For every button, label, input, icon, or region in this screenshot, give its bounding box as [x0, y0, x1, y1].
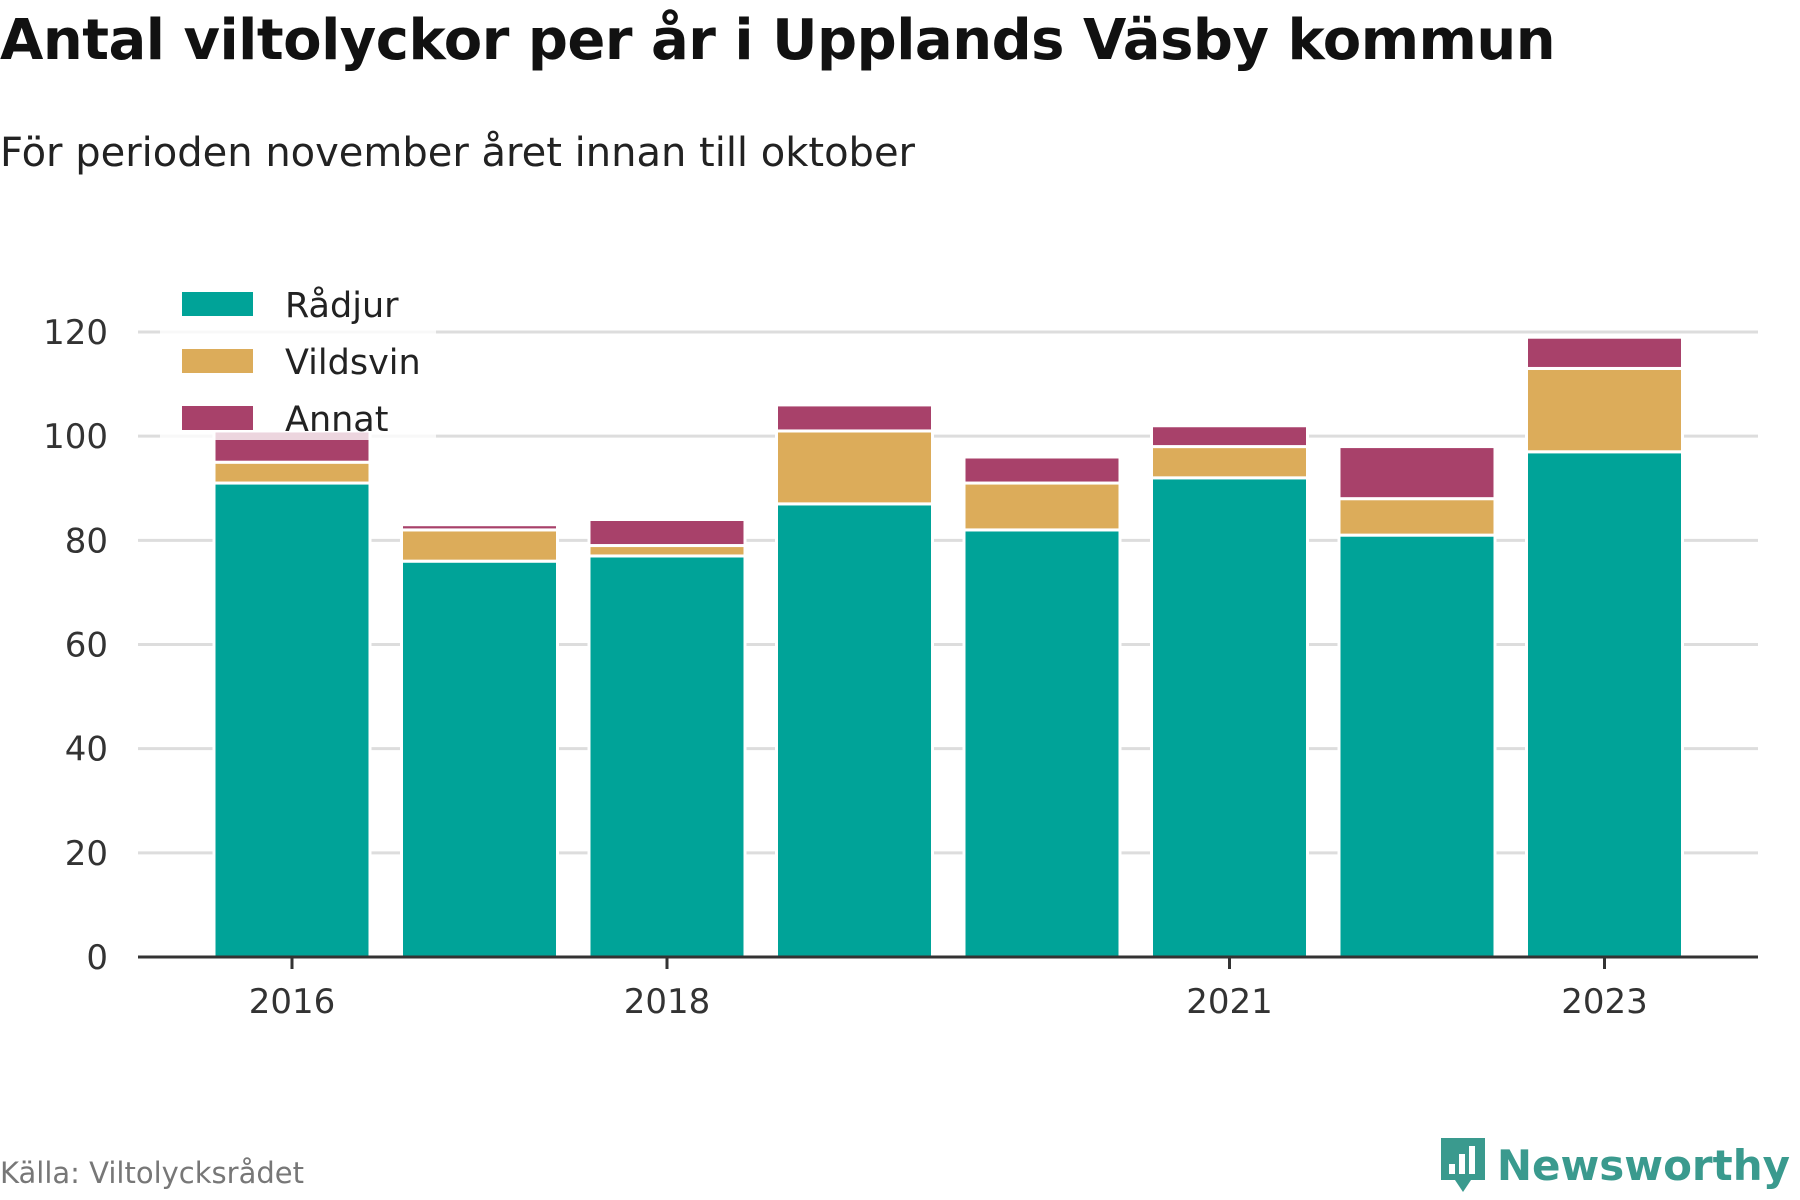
bar-segment-rådjur: [587, 554, 747, 959]
legend-label-rådjur: Rådjur: [285, 285, 399, 326]
bar-segment-annat: [1525, 335, 1684, 370]
legend-label-vildsvin: Vildsvin: [285, 343, 421, 383]
x-tick-label: 2023: [1561, 982, 1648, 1022]
bar-segment-vildsvin: [1150, 445, 1309, 480]
bar-segment-rådjur: [962, 528, 1122, 959]
bar-segment-rådjur: [212, 481, 372, 959]
bar-segment-vildsvin: [1337, 497, 1497, 537]
bar-segment-rådjur: [400, 559, 559, 959]
bar-segment-vildsvin: [775, 429, 934, 506]
bar-segment-annat: [775, 403, 934, 433]
newsworthy-logo-icon: [1440, 1138, 1485, 1192]
bar-segment-vildsvin: [962, 481, 1122, 532]
legend-swatch-vildsvin: [182, 349, 253, 373]
x-axis: 2016 2018 2021 2023: [138, 955, 1758, 1022]
x-tick-label: 2018: [624, 982, 711, 1022]
y-tick-label: 40: [65, 730, 108, 770]
legend-swatch-rådjur: [182, 292, 253, 316]
bar-segment-rådjur: [1150, 476, 1309, 959]
bar-segment-vildsvin: [1525, 366, 1684, 454]
bars: [212, 335, 1684, 959]
y-axis-ticks: 0 20 40 60 80 100 120: [43, 313, 108, 978]
bar-segment-annat: [400, 523, 559, 532]
y-tick-label: 0: [86, 938, 108, 978]
brand-logo[interactable]: Newsworthy: [1439, 1136, 1790, 1194]
legend: Rådjur Vildsvin Annat: [160, 275, 436, 440]
bar-segment-rådjur: [775, 502, 934, 959]
bar-segment-vildsvin: [587, 544, 747, 558]
brand-name: Newsworthy: [1496, 1140, 1790, 1190]
x-tick-label: 2021: [1186, 982, 1273, 1022]
y-tick-label: 20: [65, 834, 108, 874]
source-note: Källa: Viltolycksrådet: [0, 1156, 304, 1190]
y-tick-label: 80: [65, 521, 108, 561]
legend-swatch-annat: [182, 406, 253, 430]
y-tick-label: 60: [65, 626, 108, 666]
y-tick-label: 120: [43, 313, 108, 353]
bar-segment-annat: [1337, 445, 1497, 501]
bar-segment-annat: [587, 518, 747, 548]
bar-segment-annat: [962, 455, 1122, 485]
bar-segment-rådjur: [1337, 533, 1497, 959]
bar-segment-vildsvin: [400, 528, 559, 563]
bar-segment-annat: [1150, 424, 1309, 449]
bar-segment-rådjur: [1525, 450, 1684, 959]
chart-subtitle: För perioden november året innan till ok…: [0, 130, 915, 176]
chart-title: Antal viltolyckor per år i Upplands Väsb…: [0, 8, 1556, 73]
legend-label-annat: Annat: [285, 400, 388, 440]
y-tick-label: 100: [43, 417, 108, 457]
bar-segment-vildsvin: [212, 460, 372, 485]
x-tick-label: 2016: [249, 982, 336, 1022]
